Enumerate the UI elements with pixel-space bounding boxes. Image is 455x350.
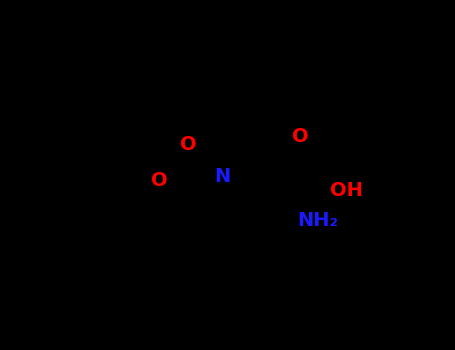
Text: O: O	[292, 126, 308, 146]
Text: NH₂: NH₂	[298, 210, 339, 230]
Text: N: N	[214, 168, 230, 187]
Text: O: O	[180, 134, 196, 154]
Text: O: O	[151, 172, 167, 190]
Text: OH: OH	[329, 181, 363, 199]
